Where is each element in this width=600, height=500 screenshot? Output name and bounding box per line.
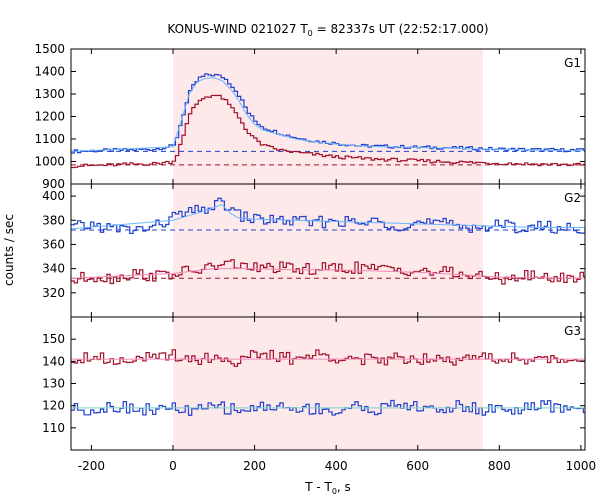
y-tick-label: 140 — [42, 354, 65, 368]
chart-title-main: KONUS-WIND 021027 T — [167, 22, 308, 36]
light-curve-series — [71, 259, 585, 285]
y-tick-label: 1400 — [34, 65, 65, 79]
y-tick-label: 400 — [42, 189, 65, 203]
light-curve-series — [70, 77, 586, 152]
x-axis-label-rest: , s — [337, 480, 351, 494]
x-tick-label: 600 — [406, 459, 429, 473]
light-curve-series — [70, 268, 586, 279]
y-tick-label: 1500 — [34, 42, 65, 56]
panel-g1: 900 1000 1100 1200 1300 1400 1500 G1 — [34, 42, 586, 191]
light-curve-series — [70, 203, 585, 230]
chart-title: KONUS-WIND 021027 T0 = 82337s UT (22:52:… — [167, 22, 488, 38]
plot-area: 900100011001200130014001500G132034036038… — [34, 42, 596, 473]
x-axis-label-main: T - T — [304, 480, 332, 494]
y-tick-label: 1100 — [34, 132, 65, 146]
y-tick-label: 130 — [42, 377, 65, 391]
x-tick-label: -200 — [78, 459, 105, 473]
x-tick-label: 800 — [488, 459, 511, 473]
chart-title-rest: = 82337s UT (22:52:17.000) — [313, 22, 489, 36]
panel-label: G1 — [564, 56, 581, 70]
y-tick-label: 120 — [42, 399, 65, 413]
y-tick-label: 900 — [42, 177, 65, 191]
chart-title-subscript: 0 — [308, 29, 313, 38]
panel-label: G3 — [564, 324, 581, 338]
light-curve-series — [71, 73, 585, 154]
x-tick-label: 0 — [169, 459, 177, 473]
panel-g3: 110 120 130 140 150 G3 — [42, 316, 586, 451]
x-tick-label: 400 — [325, 459, 348, 473]
y-axis-label: counts / sec — [2, 214, 16, 286]
y-tick-label: 320 — [42, 286, 65, 300]
y-tick-label: 1300 — [34, 87, 65, 101]
light-curve-series — [71, 197, 585, 235]
y-tick-label: 1200 — [34, 110, 65, 124]
highlight-interval — [172, 49, 484, 450]
x-tick-label: 1000 — [566, 459, 597, 473]
y-tick-label: 360 — [42, 237, 65, 251]
panel-label: G2 — [564, 191, 581, 205]
x-axis-label-subscript: 0 — [332, 487, 337, 496]
x-tick-label: 200 — [243, 459, 266, 473]
y-tick-label: 150 — [42, 332, 65, 346]
y-tick-label: 340 — [42, 262, 65, 276]
y-tick-label: 110 — [42, 421, 65, 435]
light-curve-series — [71, 94, 585, 169]
light-curve-series — [71, 349, 585, 367]
y-tick-label: 380 — [42, 213, 65, 227]
x-axis-label: T - T0, s — [304, 480, 351, 496]
y-tick-label: 1000 — [34, 155, 65, 169]
light-curve-series — [71, 399, 585, 416]
